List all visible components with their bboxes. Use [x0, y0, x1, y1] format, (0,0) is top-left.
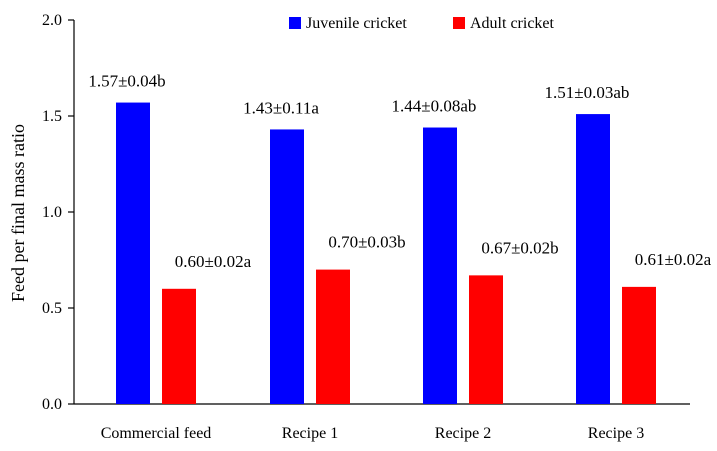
- legend: Juvenile cricket Adult cricket: [289, 15, 555, 32]
- juvenile-bar: [116, 102, 150, 404]
- adult-data-label: 0.61±0.02a: [635, 250, 712, 269]
- adult-bar: [162, 288, 196, 404]
- y-ticks: 0.0 0.5 1.0 1.5 2.0: [42, 12, 74, 413]
- juvenile-bar: [576, 114, 610, 404]
- adult-data-label: 0.60±0.02a: [175, 252, 252, 271]
- juvenile-data-label: 1.57±0.04b: [88, 72, 165, 91]
- adult-bar: [316, 269, 350, 404]
- juvenile-bar: [423, 127, 457, 405]
- adult-data-label: 0.67±0.02b: [481, 238, 558, 257]
- y-tick-label: 0.0: [42, 396, 62, 413]
- juvenile-bar: [270, 129, 304, 404]
- legend-swatch: [289, 17, 301, 29]
- adult-bar: [622, 286, 656, 404]
- bar-labels: 1.57±0.04b 1.43±0.11a 1.44±0.08ab 1.51±0.03…: [88, 72, 711, 271]
- bars: [116, 102, 656, 405]
- juvenile-data-label: 1.44±0.08ab: [392, 97, 477, 116]
- category-labels: Commercial feed Recipe 1 Recipe 2 Recipe 3: [101, 425, 645, 442]
- legend-swatch: [453, 17, 465, 29]
- y-tick-label: 1.0: [42, 204, 62, 221]
- legend-label: Adult cricket: [470, 15, 555, 32]
- x-category-label: Recipe 3: [588, 425, 644, 442]
- juvenile-data-label: 1.43±0.11a: [243, 98, 319, 117]
- adult-bar: [469, 275, 503, 404]
- legend-label: Juvenile cricket: [306, 15, 407, 32]
- x-category-label: Commercial feed: [101, 425, 212, 442]
- y-axis-title: Feed per final mass ratio: [8, 124, 28, 302]
- x-category-label: Recipe 2: [435, 425, 491, 442]
- y-tick-label: 1.5: [42, 108, 62, 125]
- juvenile-data-label: 1.51±0.03ab: [545, 83, 630, 102]
- x-category-label: Recipe 1: [282, 425, 338, 442]
- adult-data-label: 0.70±0.03b: [328, 233, 405, 252]
- y-tick-label: 2.0: [42, 12, 62, 29]
- y-tick-label: 0.5: [42, 300, 62, 317]
